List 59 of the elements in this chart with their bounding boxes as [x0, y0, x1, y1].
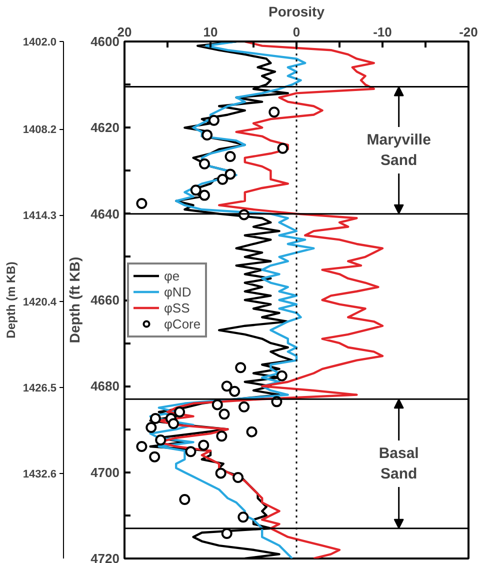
point [198, 158, 210, 170]
annotation: Basal Sand [378, 445, 419, 482]
x-tick-label: -10 [373, 24, 392, 40]
y-tick-label: 4660 [90, 292, 120, 308]
point [229, 386, 240, 397]
point [232, 472, 244, 483]
legend-label: φCore [164, 316, 201, 331]
point [190, 184, 202, 196]
legend-label: φND [164, 284, 192, 299]
y2-tick-label: 1426.5 [22, 382, 57, 395]
x-tick-label: 0 [292, 24, 300, 40]
point [277, 142, 288, 154]
y-tick-label: 4720 [90, 551, 120, 563]
y-axis-title: Depth (ft KB) [66, 256, 83, 344]
point [185, 446, 196, 458]
y-tick-label: 4680 [90, 378, 120, 394]
point [276, 370, 288, 382]
point [221, 380, 232, 392]
point [198, 190, 210, 201]
point [221, 528, 232, 540]
annotation: Maryville Sand [366, 132, 431, 169]
legend-label: φSS [164, 300, 190, 315]
point [224, 168, 236, 180]
point [268, 106, 280, 118]
point [150, 412, 161, 424]
legend-label: φe [164, 268, 181, 283]
point [174, 406, 186, 418]
y2-tick-label: 1408.2 [22, 124, 57, 136]
x-tick-label: 10 [203, 24, 218, 40]
point [202, 130, 213, 140]
y-tick-label: 4700 [90, 464, 120, 480]
point [136, 440, 148, 452]
point [238, 512, 249, 523]
point [246, 426, 258, 438]
y-tick-label: 4620 [90, 120, 120, 136]
point [216, 430, 228, 442]
y2-tick-label: 1414.3 [22, 210, 57, 222]
point [149, 451, 160, 462]
x-tick-label: -20 [459, 24, 478, 40]
y2-tick-label: 1420.4 [22, 296, 58, 308]
point [136, 198, 148, 209]
point [235, 362, 246, 374]
y2-tick-label: 1432.6 [22, 468, 57, 481]
point [218, 408, 230, 420]
point [212, 399, 223, 410]
point [179, 494, 190, 505]
y-tick-label: 4640 [90, 206, 120, 222]
point [168, 418, 180, 430]
y2-axis-title: Depth (m KB) [4, 262, 18, 338]
point [146, 422, 157, 434]
point [238, 401, 250, 412]
x-axis-title: Porosity [268, 4, 325, 20]
point [215, 468, 226, 479]
point [155, 434, 166, 446]
point [224, 151, 236, 162]
point [198, 440, 210, 451]
point [208, 114, 220, 126]
y2-tick-label: 1402.0 [22, 36, 57, 48]
point [217, 174, 228, 185]
